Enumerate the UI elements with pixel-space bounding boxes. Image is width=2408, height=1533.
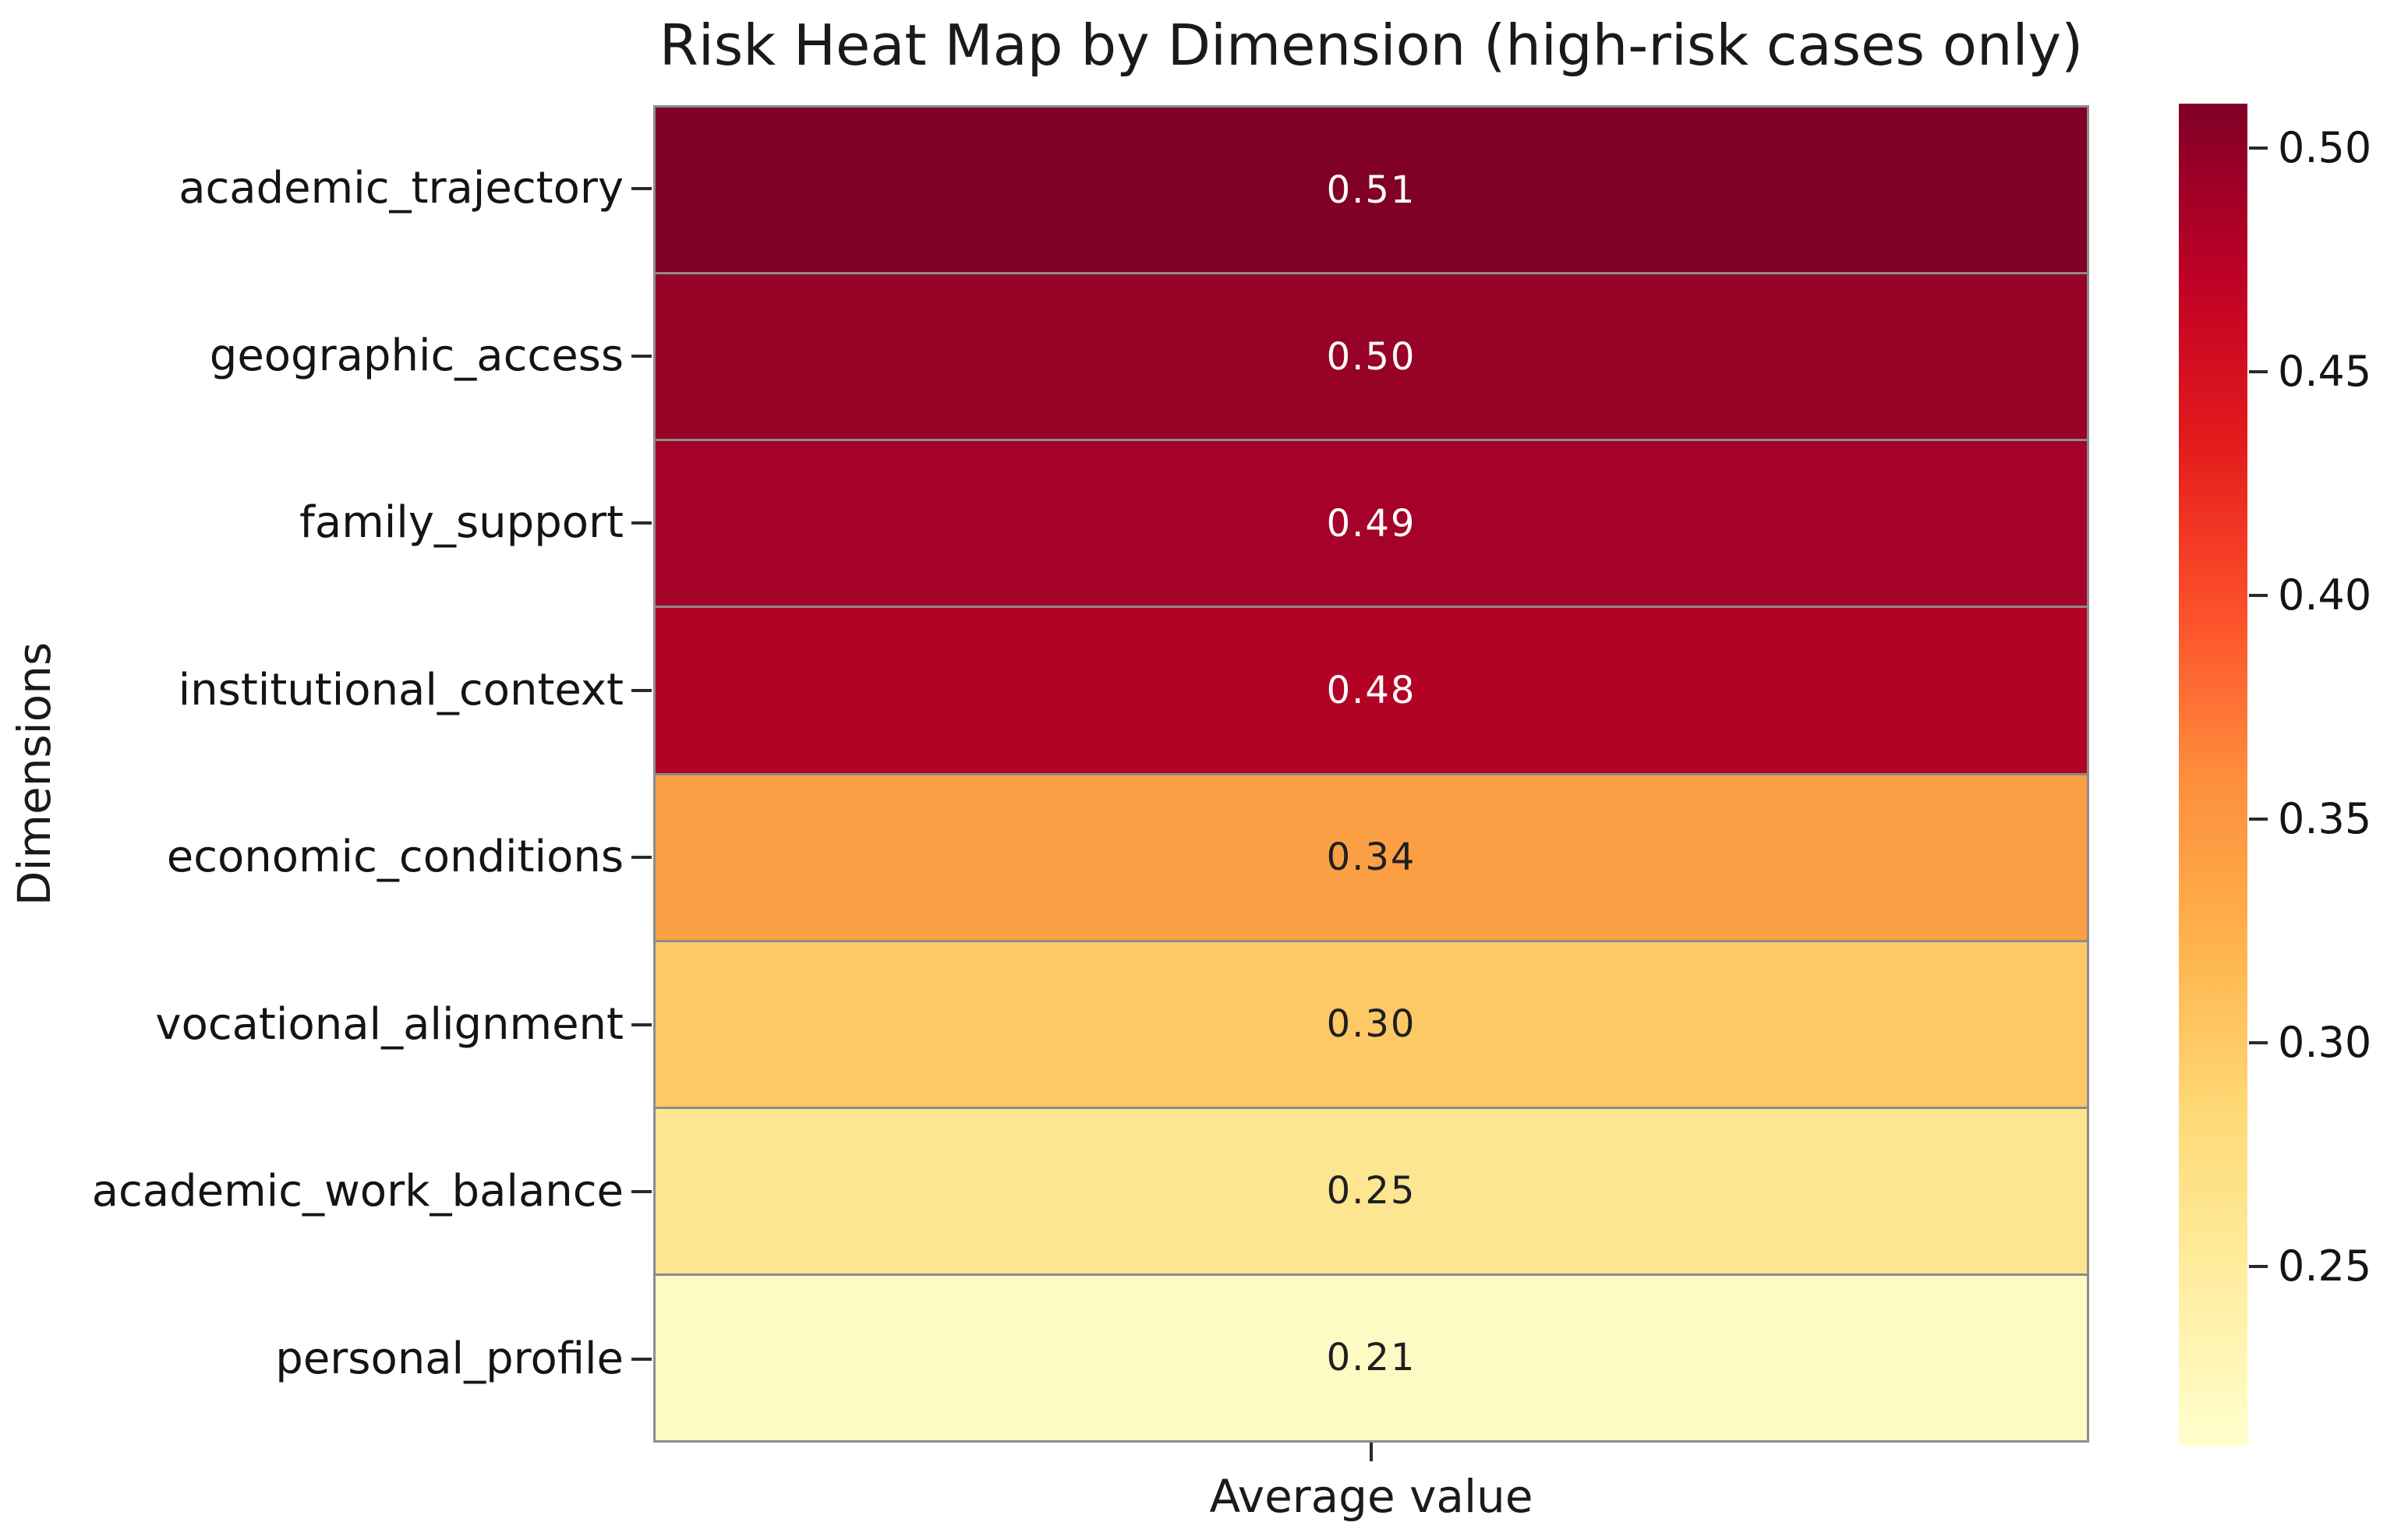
heatmap-cell-value: 0.30 bbox=[1326, 1002, 1416, 1047]
heatmap-row: 0.34 bbox=[656, 772, 2087, 940]
colorbar-tick-mark bbox=[2249, 594, 2268, 598]
heatmap-cell-value: 0.48 bbox=[1326, 668, 1416, 712]
colorbar-tick-mark bbox=[2249, 818, 2268, 821]
y-tick-mark bbox=[631, 1357, 652, 1361]
heatmap-row: 0.25 bbox=[656, 1106, 2087, 1273]
heatmap-row: 0.49 bbox=[656, 439, 2087, 606]
colorbar-tick-label: 0.40 bbox=[2278, 570, 2372, 620]
heatmap-cell-value: 0.25 bbox=[1326, 1169, 1416, 1213]
heatmap-row: 0.30 bbox=[656, 939, 2087, 1107]
heatmap-cell-value: 0.51 bbox=[1326, 168, 1416, 212]
y-tick-label: economic_conditions bbox=[166, 832, 624, 883]
colorbar-tick-mark bbox=[2249, 147, 2268, 150]
y-tick-mark bbox=[631, 1023, 652, 1026]
y-tick-mark bbox=[631, 856, 652, 860]
y-tick-mark bbox=[631, 187, 652, 191]
heatmap-cell-value: 0.50 bbox=[1326, 334, 1416, 379]
y-tick-label: vocational_alignment bbox=[155, 998, 624, 1050]
y-tick-label: personal_profile bbox=[275, 1333, 624, 1384]
x-tick-mark bbox=[1370, 1443, 1373, 1461]
heatmap-row: 0.50 bbox=[656, 272, 2087, 440]
y-tick-label: academic_trajectory bbox=[179, 163, 624, 214]
colorbar-tick-label: 0.30 bbox=[2278, 1018, 2372, 1068]
colorbar-tick-label: 0.35 bbox=[2278, 794, 2372, 844]
colorbar-tick-label: 0.50 bbox=[2278, 123, 2372, 173]
y-tick-label: academic_work_balance bbox=[91, 1166, 624, 1217]
colorbar-tick-mark bbox=[2249, 1265, 2268, 1269]
colorbar bbox=[2179, 104, 2247, 1446]
heatmap-row: 0.51 bbox=[656, 108, 2087, 273]
y-tick-mark bbox=[631, 1190, 652, 1194]
heatmap: 0.51 0.50 0.49 0.48 0.34 0.30 0.25 0.21 bbox=[653, 105, 2089, 1443]
heatmap-cell-value: 0.49 bbox=[1326, 501, 1416, 546]
chart-title: Risk Heat Map by Dimension (high-risk ca… bbox=[659, 12, 2084, 78]
y-tick-mark bbox=[631, 354, 652, 358]
y-tick-label: geographic_access bbox=[209, 330, 624, 381]
y-tick-label: family_support bbox=[299, 497, 624, 549]
colorbar-tick-label: 0.45 bbox=[2278, 347, 2372, 397]
heatmap-cell-value: 0.21 bbox=[1326, 1336, 1416, 1380]
colorbar-tick-mark bbox=[2249, 1041, 2268, 1045]
heatmap-row: 0.48 bbox=[656, 606, 2087, 773]
x-axis-label: Average value bbox=[1209, 1470, 1533, 1523]
y-tick-mark bbox=[631, 688, 652, 692]
colorbar-tick-mark bbox=[2249, 370, 2268, 374]
heatmap-row: 0.21 bbox=[656, 1273, 2087, 1440]
y-tick-label: institutional_context bbox=[178, 664, 624, 715]
heatmap-cell-value: 0.34 bbox=[1326, 835, 1416, 880]
colorbar-tick-label: 0.25 bbox=[2278, 1242, 2372, 1291]
y-tick-mark bbox=[631, 521, 652, 525]
